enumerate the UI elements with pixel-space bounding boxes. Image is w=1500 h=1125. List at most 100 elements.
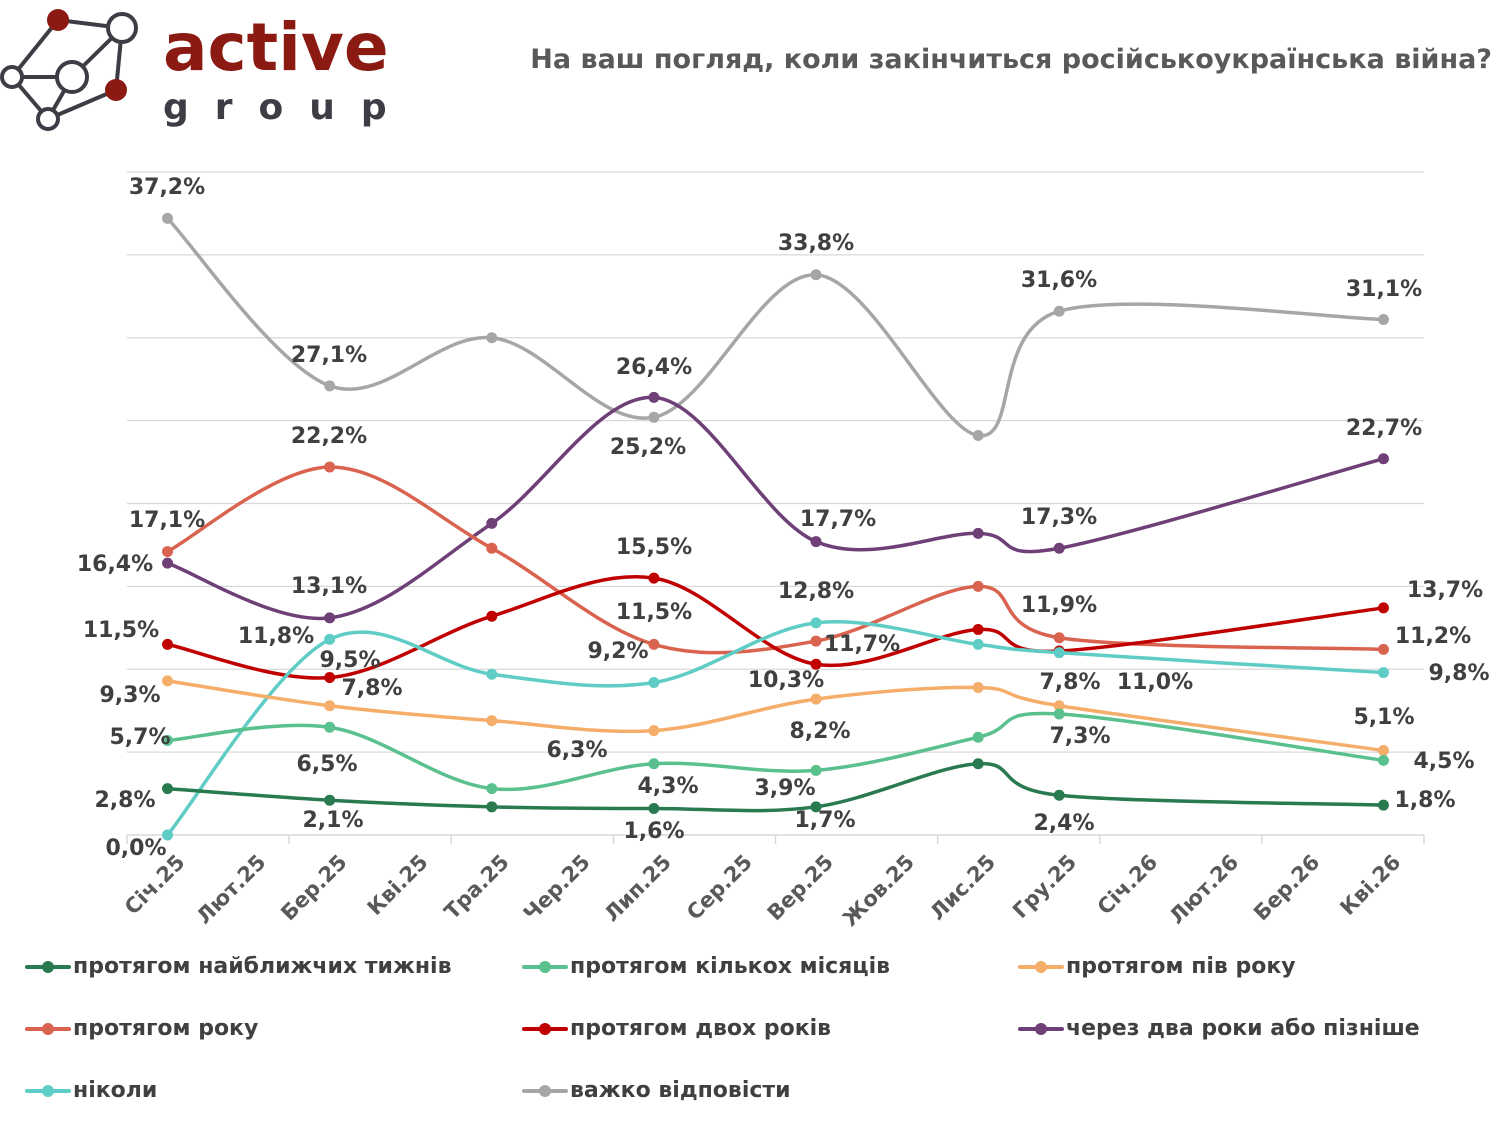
data-label: 7,3% (1049, 724, 1110, 749)
data-point (162, 638, 174, 650)
data-label: 5,1% (1353, 705, 1414, 730)
data-point (324, 612, 336, 624)
data-point (1377, 453, 1389, 465)
data-point (810, 801, 822, 813)
data-point (324, 672, 336, 684)
legend-label: протягом року (73, 1016, 259, 1041)
x-tick-label: Лют.25 (192, 850, 271, 929)
data-label: 17,1% (129, 508, 205, 533)
legend-label: протягом двох років (570, 1016, 832, 1041)
data-point (486, 715, 498, 727)
data-point (1377, 314, 1389, 326)
data-label: 31,6% (1021, 268, 1097, 293)
data-point (162, 546, 174, 558)
data-label: 2,1% (302, 808, 363, 833)
data-point (324, 721, 336, 733)
data-label: 11,8% (238, 624, 314, 649)
data-label: 17,3% (1021, 505, 1097, 530)
data-label: 8,2% (789, 719, 850, 744)
data-point (972, 527, 984, 539)
data-point (162, 557, 174, 569)
legend-item: протягом найближчих тижнів (25, 954, 452, 979)
chart-title: На ваш погляд, коли закінчиться російськ… (530, 44, 1492, 75)
legend-marker-icon (25, 1022, 71, 1036)
data-point (162, 212, 174, 224)
data-point (648, 725, 660, 737)
data-label: 13,1% (291, 574, 367, 599)
data-label: 2,8% (94, 788, 155, 813)
x-axis: Січ.25 Лют.25 Бер.25 Кві.25 Тра.25 Чер.25 Лип.… (120, 834, 1425, 931)
series-line (165, 575, 1386, 680)
data-label: 2,4% (1033, 811, 1094, 836)
data-label: 1,7% (794, 808, 855, 833)
data-label: 22,2% (291, 424, 367, 449)
legend-label: протягом кількох місяців (570, 954, 891, 979)
legend-marker-icon (25, 960, 71, 974)
data-point (1377, 754, 1389, 766)
legend-marker-icon (1018, 1022, 1064, 1036)
data-point (810, 536, 822, 548)
active-group-logo: active group (0, 0, 420, 135)
series-line (165, 216, 1386, 438)
data-label: 7,8% (1039, 670, 1100, 695)
gridlines (127, 171, 1424, 753)
data-label: 11,9% (1021, 593, 1097, 618)
x-tick-label: Гру.25 (1008, 850, 1081, 923)
data-point (648, 758, 660, 770)
x-tick-label: Лют.26 (1165, 850, 1244, 929)
data-point (972, 758, 984, 770)
data-point (1053, 632, 1065, 644)
x-tick-label: Чер.25 (519, 850, 595, 926)
x-tick-label: Вер.25 (763, 850, 838, 925)
x-tick-label: Бер.25 (276, 850, 351, 925)
data-label: 1,8% (1394, 788, 1455, 813)
legend-marker-icon (522, 1022, 568, 1036)
data-label: 37,2% (129, 175, 205, 200)
data-point (162, 829, 174, 841)
data-label: 33,8% (778, 231, 854, 256)
series-line (165, 761, 1386, 813)
data-point (1377, 602, 1389, 614)
data-point (648, 677, 660, 689)
legend-item: важко відповісти (522, 1078, 791, 1103)
data-label: 17,7% (800, 507, 876, 532)
legend-label: протягом пів року (1066, 954, 1296, 979)
data-point (324, 633, 336, 645)
data-point (972, 731, 984, 743)
data-point (972, 681, 984, 693)
data-point (810, 635, 822, 647)
data-point (486, 542, 498, 554)
legend-label: важко відповісти (570, 1078, 791, 1103)
data-point (810, 658, 822, 670)
data-label: 12,8% (778, 579, 854, 604)
data-point (486, 668, 498, 680)
data-label: 9,5% (319, 648, 380, 673)
legend-label: через два роки або пізніше (1066, 1016, 1420, 1041)
data-label: 10,3% (748, 668, 824, 693)
data-label: 5,7% (109, 725, 170, 750)
data-label: 26,4% (616, 355, 692, 380)
data-label: 0,0% (105, 836, 166, 861)
data-label: 6,3% (546, 738, 607, 763)
data-point (486, 610, 498, 622)
data-point (162, 735, 174, 747)
x-tick-label: Бер.26 (1249, 850, 1324, 925)
legend-item: протягом двох років (522, 1016, 831, 1041)
series-line (165, 465, 1386, 655)
data-label: 13,7% (1407, 578, 1483, 603)
data-point (648, 391, 660, 403)
data-point (1377, 799, 1389, 811)
data-point (486, 517, 498, 529)
legend-label: ніколи (73, 1078, 158, 1103)
legend-item: протягом року (25, 1016, 258, 1041)
data-point (1053, 708, 1065, 720)
data-point (162, 783, 174, 795)
data-label: 11,7% (824, 632, 900, 657)
data-labels: 37,2% 27,1% 25,2% 33,8% 31,6% 31,1% 16,4% 13,1%… (77, 175, 1490, 861)
data-point (324, 794, 336, 806)
data-point (972, 623, 984, 635)
data-point (810, 617, 822, 629)
data-label: 11,5% (83, 618, 159, 643)
data-label: 9,3% (99, 683, 160, 708)
x-tick-label: Кві.25 (363, 850, 433, 920)
